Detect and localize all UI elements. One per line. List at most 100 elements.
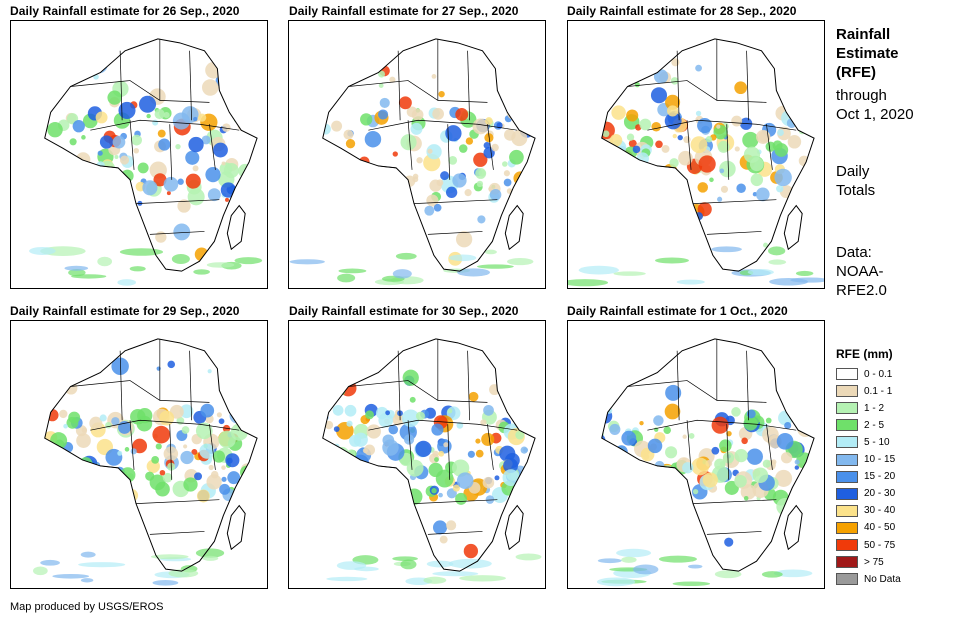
rainfall-patch — [242, 194, 250, 202]
rainfall-patch — [202, 79, 219, 96]
rainfall-patch — [438, 450, 445, 457]
rainfall-patch — [207, 188, 221, 202]
rainfall-patch — [188, 136, 204, 153]
rainfall-patch — [353, 205, 367, 219]
panel-title-6: Daily Rainfall estimate for 1 Oct., 2020 — [567, 304, 788, 318]
rainfall-patch — [711, 446, 720, 455]
rainfall-patch — [59, 409, 68, 419]
rainfall-patch — [331, 153, 340, 161]
rainfall-patch — [641, 483, 652, 494]
rainfall-patch — [601, 468, 607, 475]
rainfall-patch — [364, 130, 382, 148]
rainfall-patch — [717, 196, 723, 202]
rainfall-patch — [322, 141, 331, 152]
rainfall-patch — [200, 403, 215, 418]
rainfall-patch — [235, 70, 247, 83]
rainfall-patch — [612, 185, 619, 192]
rainfall-patch — [627, 188, 637, 197]
totals-line: Totals — [836, 182, 876, 199]
country-border — [129, 120, 135, 170]
rainfall-patch — [75, 152, 91, 167]
rainfall-patch — [508, 402, 523, 417]
legend-swatch — [836, 504, 858, 517]
rainfall-patch — [352, 182, 370, 200]
rainfall-patch — [516, 249, 525, 258]
rainfall-patch — [232, 409, 240, 418]
map-heading-line: Estimate — [836, 45, 899, 62]
rainfall-patch — [151, 455, 160, 464]
legend-swatch — [836, 402, 858, 415]
rainfall-patch — [653, 415, 664, 426]
rainfall-patch — [798, 112, 806, 121]
rainfall-patch — [158, 138, 171, 151]
rainfall-patch — [670, 476, 682, 488]
rainfall-patch — [665, 384, 682, 401]
rainfall-patch — [603, 450, 620, 467]
rainfall-patch — [683, 136, 691, 144]
rainfall-patch — [159, 410, 175, 426]
rainfall-patch — [326, 195, 335, 204]
rainfall-patch — [324, 157, 339, 173]
rainfall-patch — [155, 231, 167, 243]
country-border — [90, 119, 240, 131]
rainfall-patch — [68, 411, 81, 424]
ocean-rain-patch — [117, 279, 137, 286]
country-border — [149, 231, 205, 235]
rainfall-patch — [218, 418, 225, 425]
rainfall-patch — [205, 167, 221, 183]
rainfall-patch — [780, 452, 793, 464]
rainfall-patch — [50, 432, 68, 450]
country-border — [348, 380, 488, 403]
legend-label: > 75 — [864, 556, 884, 568]
rainfall-patch — [682, 434, 687, 439]
rainfall-patch — [63, 423, 68, 429]
rainfall-patch — [221, 161, 226, 166]
map-panel-5 — [288, 320, 546, 589]
rainfall-patch — [431, 423, 444, 436]
rainfall-patch — [63, 66, 80, 83]
rainfall-patch — [410, 122, 423, 135]
rainfall-patch — [724, 537, 734, 547]
rainfall-patch — [322, 463, 329, 472]
rainfall-patch — [719, 460, 726, 467]
rainfall-patch — [181, 426, 190, 434]
ocean-rain-patch — [338, 268, 367, 274]
rainfall-patch — [322, 490, 329, 502]
rainfall-patch — [121, 169, 134, 183]
rainfall-patch — [602, 130, 610, 138]
rainfall-patch — [210, 470, 219, 479]
rainfall-patch — [734, 81, 748, 95]
rainfall-patch — [651, 185, 658, 193]
rainfall-patch — [111, 357, 129, 375]
rainfall-patch — [652, 486, 662, 496]
country-border — [136, 199, 220, 204]
rainfall-patch — [786, 57, 794, 65]
country-border — [209, 424, 216, 470]
rainfall-patch — [325, 174, 337, 185]
rainfall-patch — [345, 156, 354, 165]
map-panel-4 — [10, 320, 268, 589]
rainfall-patch — [613, 183, 629, 199]
rainfall-patch — [225, 197, 229, 202]
credit-text: Map produced by USGS/EROS — [10, 601, 164, 613]
country-border — [726, 424, 730, 480]
rainfall-patch — [664, 112, 682, 130]
rainfall-patch — [44, 454, 52, 465]
rainfall-patch — [222, 123, 231, 132]
rainfall-patch — [221, 476, 227, 482]
rainfall-patch — [705, 136, 713, 143]
rainfall-patch — [433, 203, 442, 212]
rainfall-patch — [626, 133, 635, 141]
rainfall-patch — [618, 185, 632, 198]
rainfall-patch — [632, 171, 643, 182]
rainfall-patch — [604, 453, 619, 468]
rainfall-patch — [233, 114, 243, 124]
map-heading: Rainfall Estimate (RFE) — [836, 25, 899, 82]
rainfall-patch — [389, 76, 396, 83]
ocean-rain-patch — [40, 559, 60, 566]
rainfall-patch — [702, 472, 718, 488]
period-line: Oct 1, 2020 — [836, 106, 914, 123]
rainfall-patch — [232, 492, 246, 507]
ocean-rain-patch — [80, 551, 96, 558]
rainfall-patch — [152, 425, 171, 444]
